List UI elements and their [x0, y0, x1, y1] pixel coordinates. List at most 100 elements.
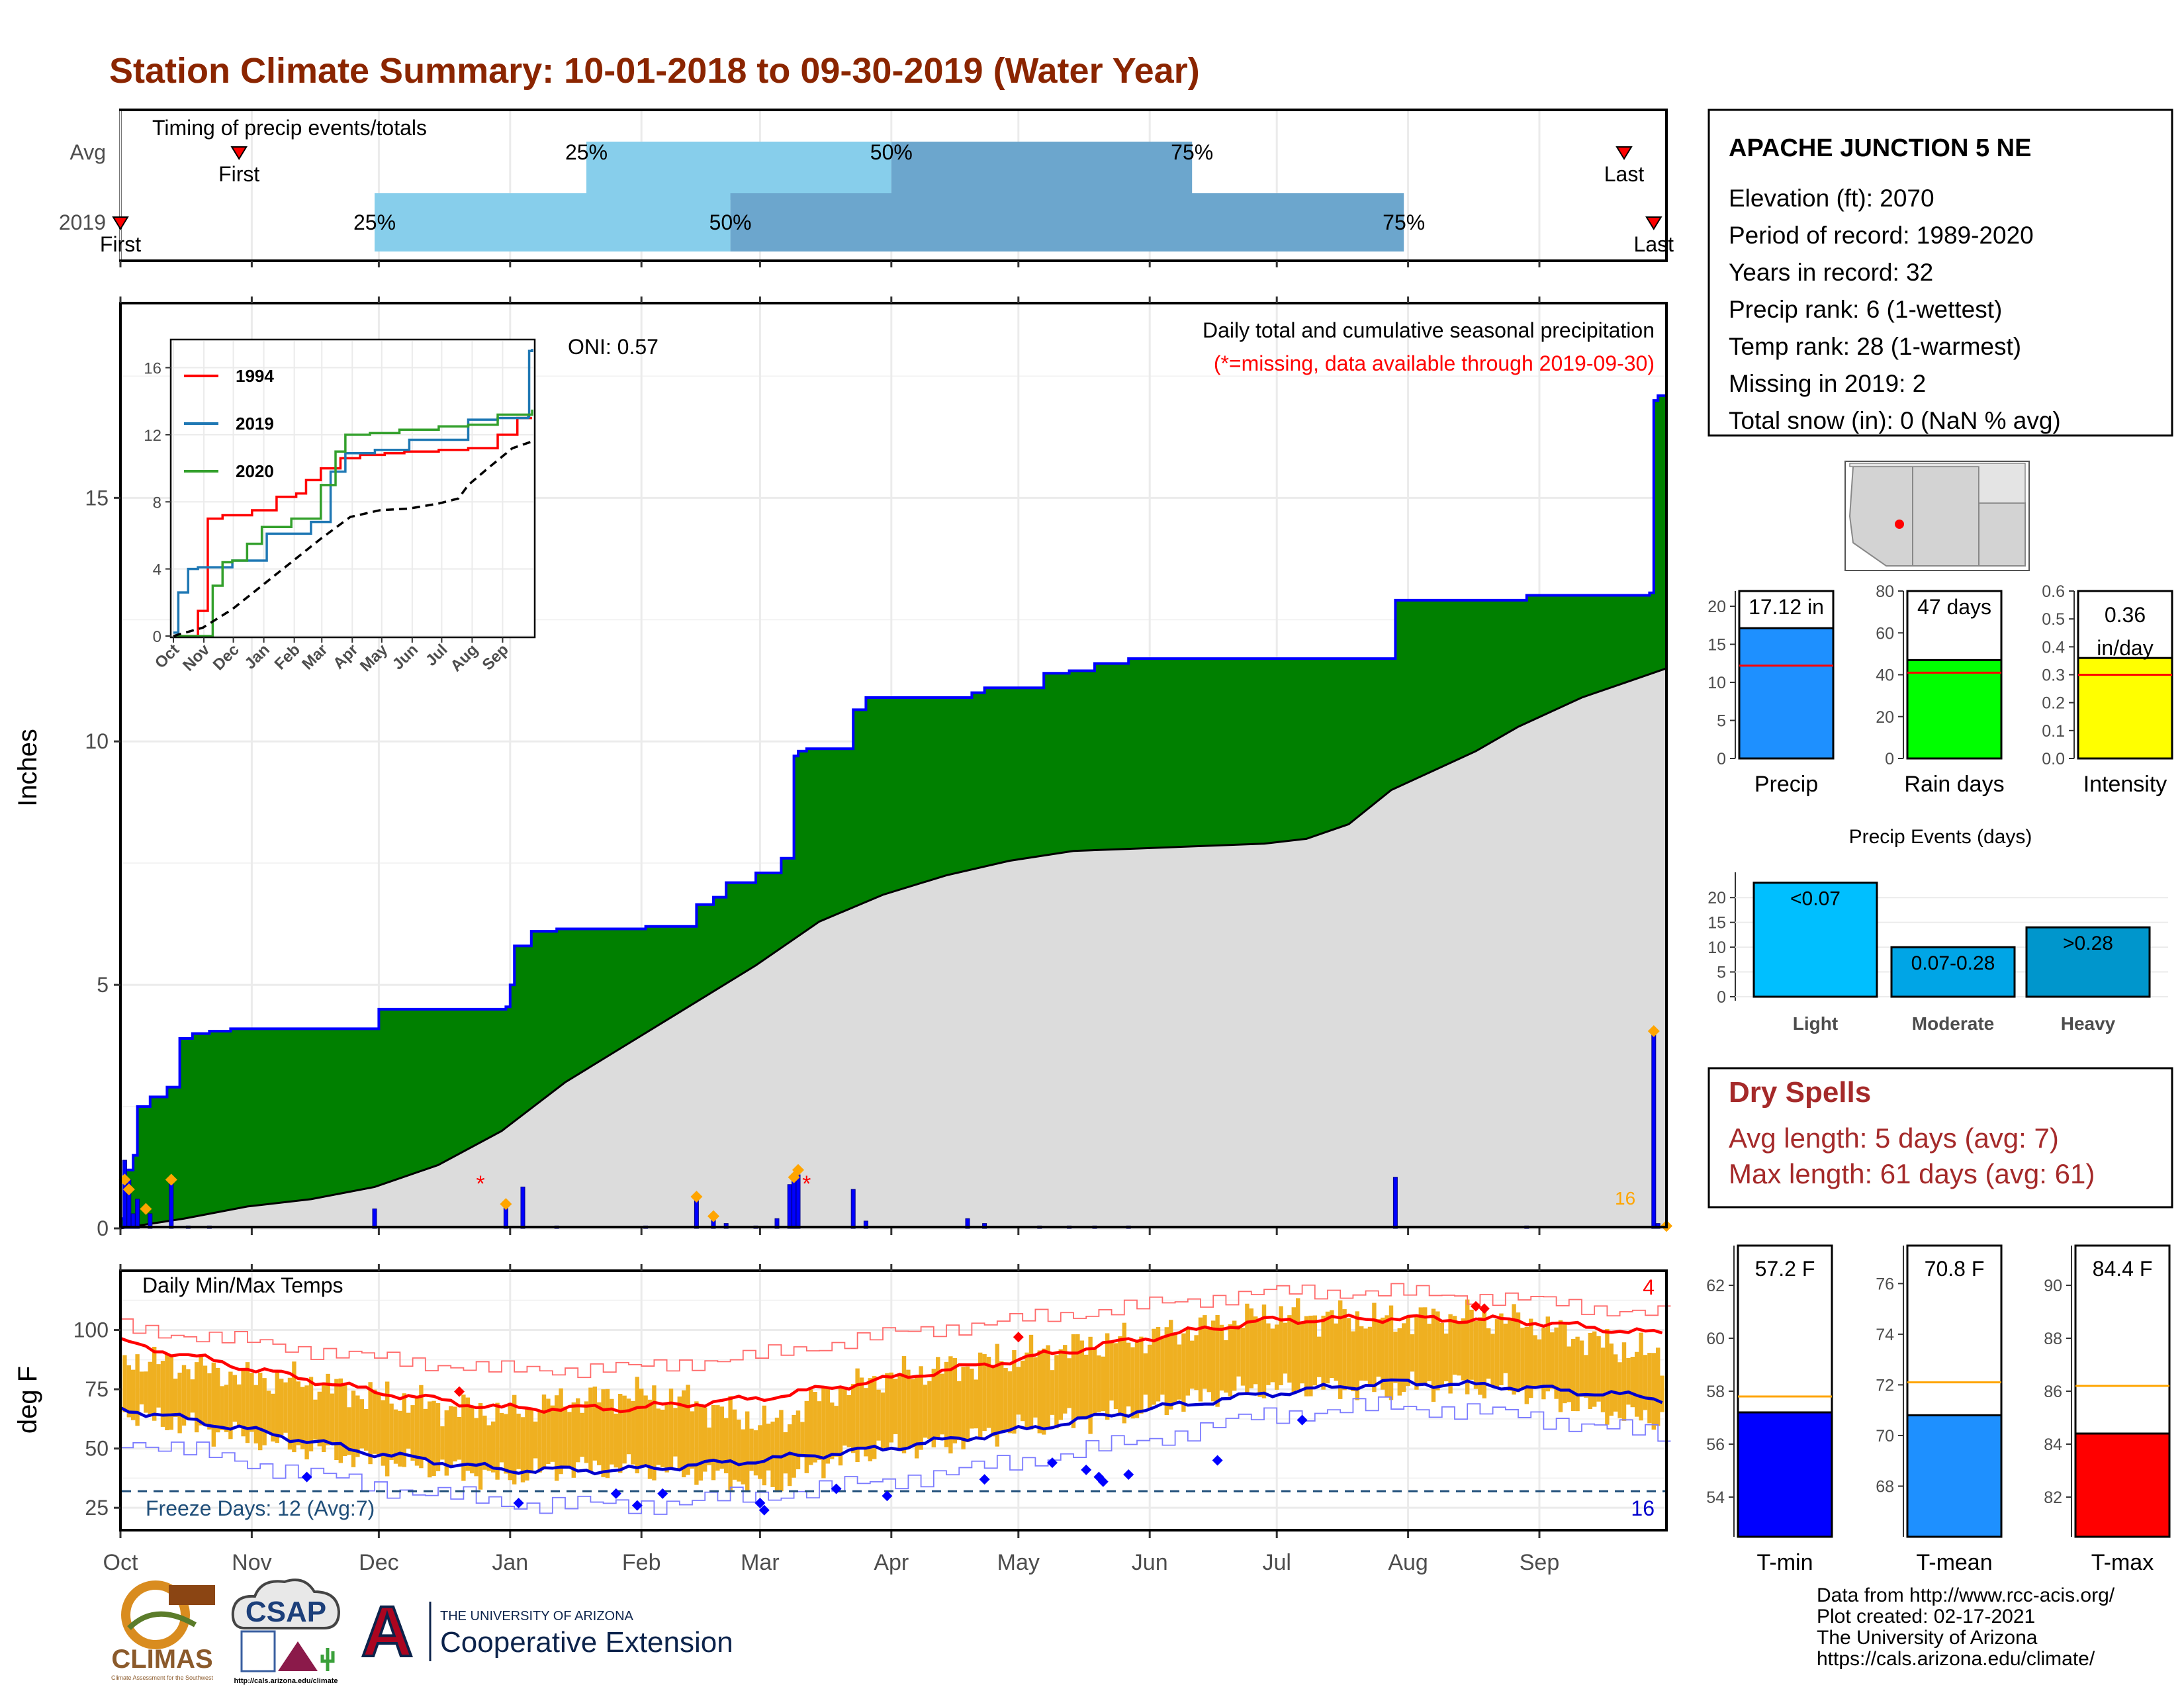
daily-temp-range-bar [1173, 1333, 1177, 1404]
daily-temp-range-bar [584, 1401, 589, 1463]
state-texas [1978, 502, 2026, 567]
daily-temp-range-bar [537, 1412, 542, 1473]
events-bar-moderate [1890, 946, 2016, 998]
gauge-value-label: 0.36 [2105, 603, 2146, 627]
temp-gauge-tick-label: 76 [1876, 1275, 1894, 1293]
daily-temp-range-bar [1101, 1356, 1105, 1412]
precip-record-marker [1647, 1025, 1660, 1038]
daily-temp-range-bar [322, 1382, 326, 1453]
daily-temp-range-bar [232, 1375, 237, 1422]
temp-y-tick-label: 75 [85, 1377, 109, 1401]
timing-pct-label: 50% [870, 140, 913, 164]
daily-temp-range-bar [732, 1409, 737, 1480]
daily-temp-range-bar [334, 1379, 339, 1460]
daily-temp-range-bar [546, 1398, 551, 1465]
gauge-value-bar-intensity [2077, 657, 2173, 760]
daily-temp-range-bar [1164, 1327, 1169, 1415]
daily-temp-range-bar [788, 1424, 792, 1486]
daily-temp-range-bar [656, 1408, 660, 1465]
csap-cactus-icon [320, 1648, 335, 1671]
daily-temp-range-bar [499, 1412, 504, 1463]
daily-temp-range-bar [1448, 1314, 1453, 1394]
daily-temp-range-bar [428, 1401, 432, 1478]
daily-temp-range-bar [326, 1373, 330, 1445]
daily-temp-range-bar [1203, 1315, 1207, 1389]
daily-temp-range-bar [512, 1394, 517, 1485]
daily-temp-range-bar [470, 1408, 475, 1474]
precip-missing-note: (*=missing, data available through 2019-… [1214, 351, 1655, 375]
daily-temp-range-bar [1393, 1331, 1398, 1383]
daily-temp-range-bar [639, 1389, 644, 1466]
daily-temp-range-bar [177, 1372, 182, 1434]
daily-temp-range-bar [266, 1391, 271, 1432]
daily-temp-range-bar [1592, 1331, 1597, 1407]
daily-temp-range-bar [1113, 1343, 1118, 1410]
station-line-years: Years in record: 32 [1729, 259, 1933, 286]
daily-temp-range-bar [1524, 1326, 1529, 1404]
precip-record-marker [165, 1173, 177, 1186]
daily-temp-range-bar [970, 1368, 974, 1429]
daily-temp-range-bar [652, 1385, 657, 1481]
gauge-tick-label: 0.1 [2042, 722, 2065, 741]
daily-temp-range-bar [271, 1393, 275, 1442]
daily-temp-range-bar [1109, 1342, 1114, 1401]
daily-temp-range-bar [241, 1370, 246, 1437]
daily-temp-range-bar [762, 1405, 766, 1486]
csap-mountain-icon [278, 1641, 318, 1671]
daily-temp-range-bar [1228, 1324, 1232, 1396]
daily-temp-range-bar [1033, 1357, 1038, 1418]
daily-temp-range-bar [453, 1406, 457, 1462]
daily-temp-range-bar [364, 1408, 369, 1451]
temp-frame [119, 1269, 1668, 1531]
precip-record-marker [707, 1210, 719, 1222]
timing-last-marker [1615, 146, 1633, 160]
precip-panel: * * 0 5 10 15 Inches Daily total and cumulat… [13, 297, 1672, 1240]
daily-temp-range-bar [533, 1421, 538, 1459]
daily-temp-range-bar [1617, 1362, 1622, 1418]
daily-temp-range-bar [842, 1389, 847, 1446]
events-category-label: Moderate [1912, 1013, 1994, 1034]
daily-temp-range-bar [262, 1378, 267, 1445]
daily-temp-range-bar [1130, 1347, 1135, 1419]
station-line-missing: Missing in 2019: 2 [1729, 370, 1926, 397]
timing-bar-50-75-Avg [891, 142, 1193, 200]
daily-temp-range-bar [885, 1373, 889, 1449]
daily-temp-range-bar [465, 1397, 470, 1471]
temp-gauge-bar-t-max [2074, 1432, 2171, 1538]
daily-temp-range-bar [737, 1419, 741, 1482]
record-high-marker [1013, 1332, 1024, 1343]
daily-temp-range-bar [821, 1386, 826, 1479]
daily-temp-range-bar [1275, 1324, 1279, 1390]
daily-temp-range-bar [1139, 1336, 1144, 1414]
daily-temp-range-bar [144, 1371, 148, 1413]
temp-gauge-tick-label: 84 [2044, 1436, 2062, 1454]
daily-temp-range-bar [308, 1377, 314, 1451]
daily-temp-range-bar [338, 1378, 343, 1463]
gauge-tick-label: 0.5 [2042, 610, 2065, 629]
daily-temp-range-bar [1660, 1375, 1664, 1412]
daily-temp-range-bar [1185, 1328, 1190, 1396]
daily-precip-bar [122, 1160, 127, 1229]
daily-temp-range-bar [283, 1382, 288, 1433]
precip-annotation: Daily total and cumulative seasonal prec… [1203, 318, 1655, 342]
daily-temp-range-bar [1621, 1342, 1627, 1421]
daily-temp-range-bar [1363, 1328, 1368, 1381]
daily-temp-range-bar [588, 1387, 593, 1472]
precip-record-marker [122, 1183, 135, 1196]
gauge-value-bar-rain-days [1906, 659, 2003, 760]
month-label-mar: Mar [741, 1550, 780, 1575]
daily-temp-range-bar [944, 1361, 949, 1447]
daily-temp-range-bar [753, 1430, 758, 1476]
daily-temp-range-bar [304, 1385, 309, 1460]
temp-gauge-tick-label: 82 [2044, 1488, 2062, 1507]
daily-temp-range-bar [351, 1391, 356, 1467]
daily-temp-range-bar [660, 1409, 665, 1467]
daily-temp-range-bar [1232, 1320, 1237, 1391]
daily-temp-range-bar [1105, 1333, 1110, 1420]
missing-day-marker: * [802, 1171, 811, 1197]
daily-temp-range-bar [160, 1361, 165, 1427]
daily-temp-range-bar [173, 1379, 178, 1418]
daily-temp-range-bar [1651, 1353, 1656, 1430]
daily-temp-range-bar [1609, 1343, 1614, 1416]
